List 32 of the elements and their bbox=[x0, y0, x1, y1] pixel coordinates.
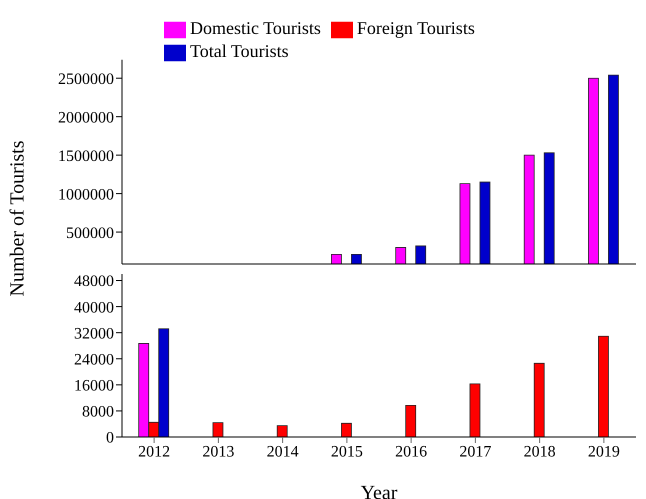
y-tick-label: 1500000 bbox=[58, 148, 114, 165]
x-tick-label: 2013 bbox=[202, 443, 234, 460]
x-tick-label: 2016 bbox=[395, 443, 428, 460]
y-tick-label: 16000 bbox=[74, 378, 114, 395]
bar bbox=[598, 336, 609, 437]
x-tick-label: 2017 bbox=[459, 443, 492, 460]
bar bbox=[405, 404, 416, 437]
x-tick-label: 2015 bbox=[330, 443, 363, 460]
y-tick-label: 500000 bbox=[66, 224, 114, 242]
bar bbox=[276, 425, 288, 437]
legend-label: Domestic Tourists bbox=[190, 18, 321, 38]
x-tick-label: 2019 bbox=[588, 443, 620, 460]
y-tick-label: 32000 bbox=[74, 325, 114, 342]
x-tick-label: 2018 bbox=[524, 443, 556, 460]
bar bbox=[341, 422, 352, 437]
y-tick-label: 48000 bbox=[74, 273, 114, 290]
y-tick-label: 24000 bbox=[74, 351, 114, 368]
legend-label: Total Tourists bbox=[190, 40, 289, 61]
y-axis-title: Number of Tourists bbox=[6, 140, 30, 296]
bar bbox=[212, 422, 224, 437]
bar bbox=[534, 362, 545, 437]
y-tick-label: 0 bbox=[106, 430, 114, 447]
x-axis-title: Year bbox=[360, 482, 398, 499]
bar bbox=[470, 383, 480, 437]
y-tick-label: 2500000 bbox=[58, 70, 114, 88]
x-tick-label: 2014 bbox=[266, 443, 299, 460]
y-tick-label: 8000 bbox=[82, 404, 114, 421]
legend-label: Foreign Tourists bbox=[356, 18, 475, 38]
x-tick-label: 2012 bbox=[138, 443, 170, 460]
y-tick-label: 1000000 bbox=[58, 186, 114, 204]
y-tick-label: 2000000 bbox=[58, 109, 114, 126]
y-tick-label: 40000 bbox=[74, 299, 114, 316]
